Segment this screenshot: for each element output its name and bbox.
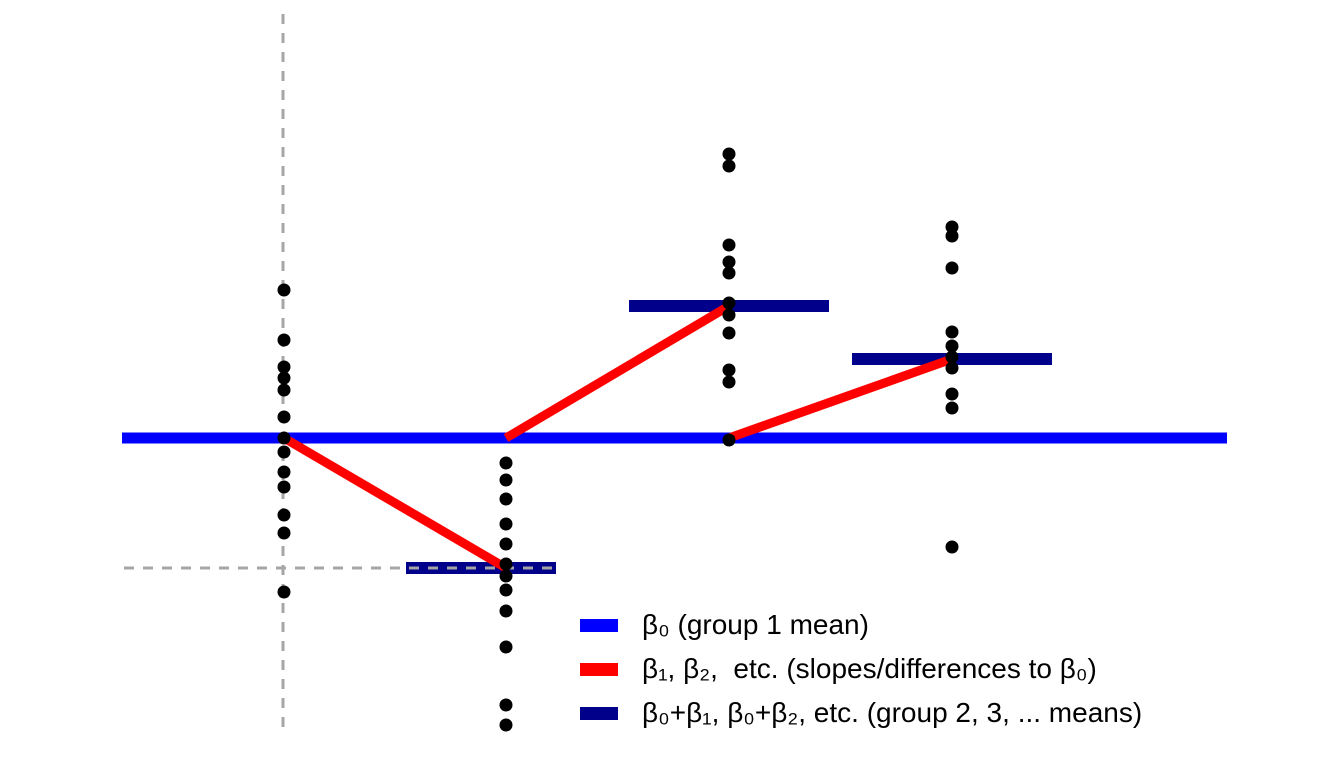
data-point-group-1: [277, 431, 291, 445]
data-point-group-3: [722, 363, 736, 377]
data-point-group-3: [722, 238, 736, 252]
legend-item-slopes: β₁, β₂, etc. (slopes/differences to β₀): [580, 647, 1142, 691]
slope-line-beta1: [281, 434, 509, 572]
slope-line-beta2: [503, 302, 732, 442]
data-point-group-1: [277, 283, 291, 297]
legend-label-slopes: β₁, β₂, etc. (slopes/differences to β₀): [642, 653, 1097, 684]
data-point-group-1: [277, 526, 291, 540]
legend-item-group-means: β₀+β₁, β₀+β₂, etc. (group 2, 3, ... mean…: [580, 691, 1142, 735]
data-point-group-2: [499, 537, 513, 551]
data-point-group-3: [722, 266, 736, 280]
legend-label-group-means: β₀+β₁, β₀+β₂, etc. (group 2, 3, ... mean…: [642, 697, 1143, 728]
data-point-group-4: [945, 220, 959, 234]
data-point-group-4: [945, 339, 959, 353]
data-point-group-4: [945, 229, 959, 243]
slope-line-beta3: [727, 354, 954, 443]
data-point-group-4: [945, 540, 959, 554]
legend: β₀ (group 1 mean) β₁, β₂, etc. (slopes/d…: [580, 603, 1142, 735]
data-point-group-1: [277, 585, 291, 599]
data-point-group-3: [722, 255, 736, 269]
data-point-group-3: [722, 308, 736, 322]
data-point-group-2: [499, 698, 513, 712]
data-point-group-3: [722, 433, 736, 447]
data-point-group-1: [277, 410, 291, 424]
data-point-group-2: [499, 718, 513, 732]
data-point-group-4: [945, 325, 959, 339]
data-point-group-3: [722, 159, 736, 173]
data-point-group-3: [722, 147, 736, 161]
data-point-group-2: [499, 640, 513, 654]
data-point-group-1: [277, 383, 291, 397]
data-point-group-4: [945, 401, 959, 415]
data-point-group-2: [499, 569, 513, 583]
data-point-group-2: [499, 517, 513, 531]
data-point-group-4: [945, 350, 959, 364]
data-point-group-1: [277, 360, 291, 374]
legend-swatch-group-means: [580, 706, 618, 720]
data-point-group-2: [499, 456, 513, 470]
data-point-group-2: [499, 557, 513, 571]
legend-swatch-slopes: [580, 662, 618, 676]
data-point-group-4: [945, 387, 959, 401]
legend-swatch-beta0: [580, 618, 618, 632]
data-point-group-3: [722, 296, 736, 310]
data-point-group-2: [499, 473, 513, 487]
data-point-group-1: [277, 445, 291, 459]
data-point-group-4: [945, 261, 959, 275]
legend-label-beta0: β₀ (group 1 mean): [642, 609, 869, 640]
data-point-group-3: [722, 326, 736, 340]
data-point-group-1: [277, 465, 291, 479]
data-point-group-1: [277, 508, 291, 522]
data-point-group-1: [277, 480, 291, 494]
data-point-group-3: [722, 375, 736, 389]
legend-item-beta0: β₀ (group 1 mean): [580, 603, 1142, 647]
data-point-group-4: [945, 361, 959, 375]
data-point-group-1: [277, 371, 291, 385]
data-point-group-1: [277, 333, 291, 347]
data-point-group-2: [499, 583, 513, 597]
data-point-group-2: [499, 492, 513, 506]
data-point-group-2: [499, 604, 513, 618]
